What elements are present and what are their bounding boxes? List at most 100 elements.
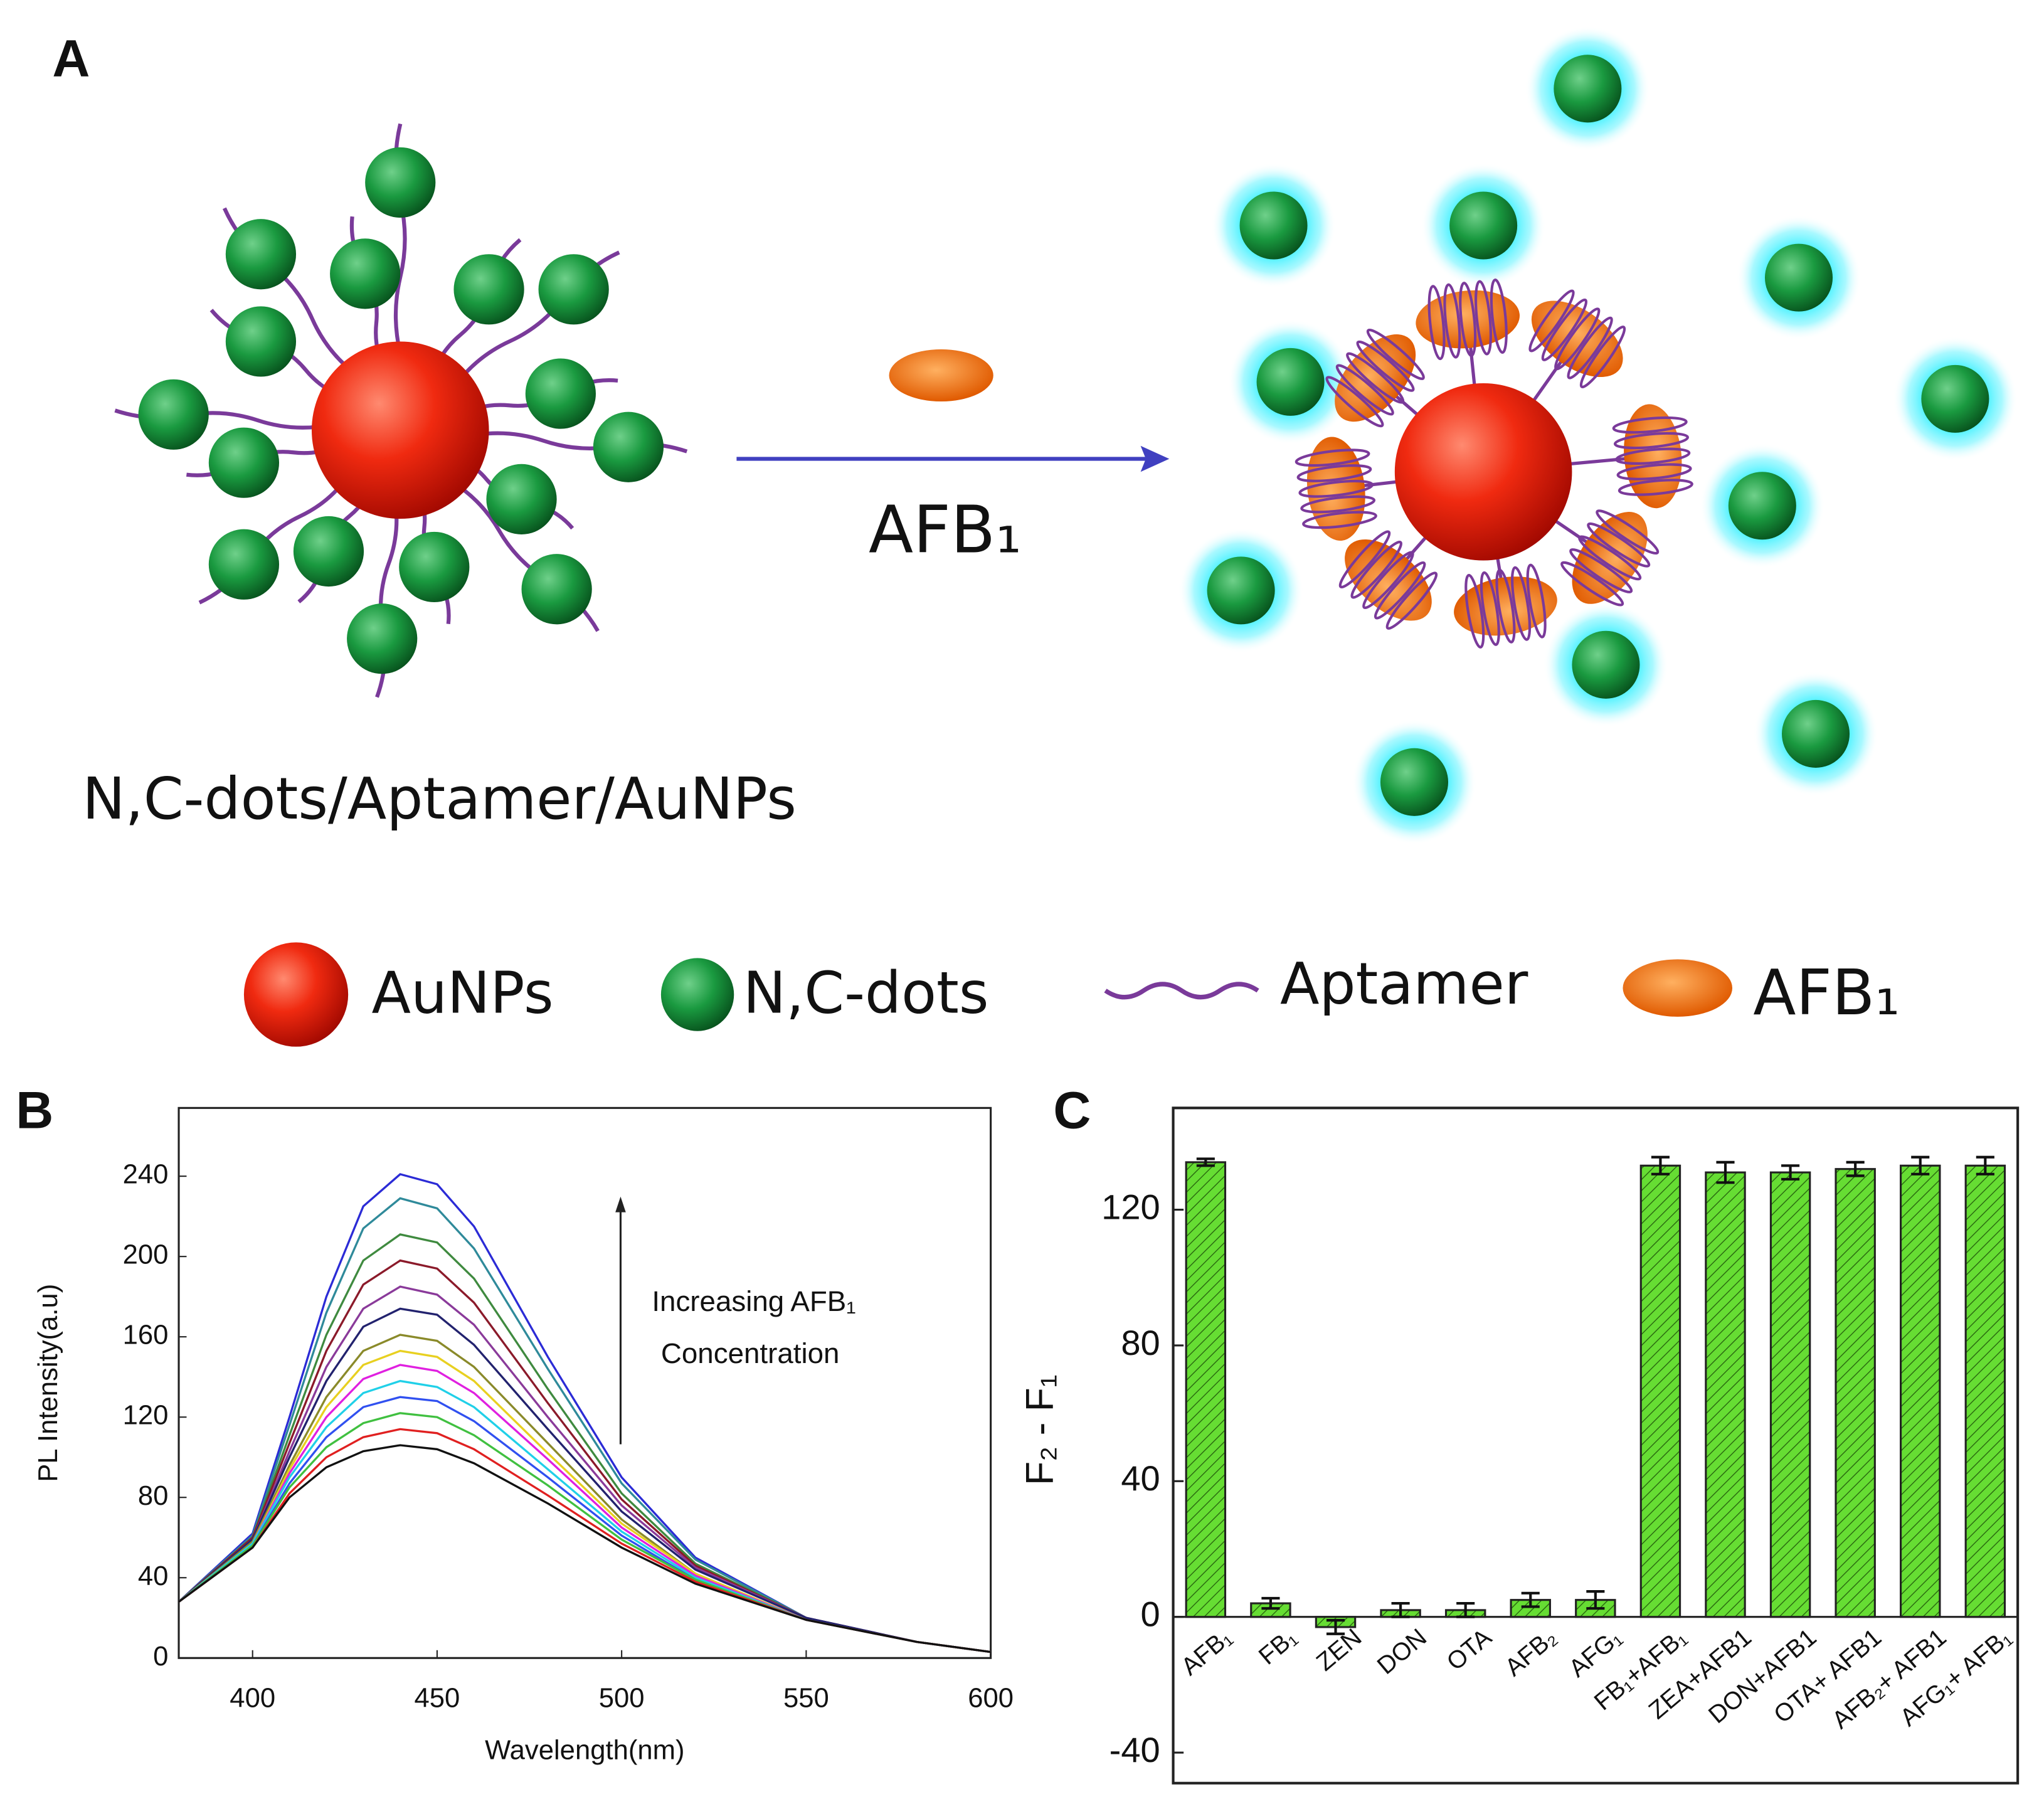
error-bar xyxy=(1586,1590,1605,1610)
x-tick-label: 500 xyxy=(599,1683,645,1713)
aptamer-loop xyxy=(1615,447,1691,465)
aptamer-loop xyxy=(1495,568,1516,644)
aptamer-loop xyxy=(1338,530,1391,589)
aptamer-loop xyxy=(1612,416,1688,434)
bar xyxy=(1639,1164,1681,1618)
aptamer-loop xyxy=(1490,279,1508,354)
carbon-dot xyxy=(1256,348,1325,416)
carbon-dot xyxy=(1921,364,1989,433)
x-tick-label: 450 xyxy=(415,1683,460,1713)
aptamer-loop xyxy=(1567,316,1613,379)
x-tick-label: 600 xyxy=(968,1683,1014,1713)
x-tick-label: AFB₂ xyxy=(1500,1623,1562,1682)
aptamer-loop xyxy=(1560,561,1624,607)
carbon-dot xyxy=(293,516,364,587)
bar xyxy=(1964,1164,2006,1618)
aptamer-loop xyxy=(1295,448,1370,467)
carbon-dot xyxy=(208,427,280,498)
bar xyxy=(1835,1168,1876,1618)
toxin xyxy=(1531,300,1623,378)
y-tick-label: 160 xyxy=(123,1320,169,1350)
y-tick-label: 80 xyxy=(138,1481,169,1511)
y-tick-label: 80 xyxy=(1121,1323,1160,1362)
complex-label: N,C-dots/Aptamer/AuNPs xyxy=(82,765,797,832)
y-axis-label: F₂ - F₁ xyxy=(1019,1374,1062,1485)
x-tick-label: FB₁ xyxy=(1254,1623,1302,1670)
carbon-dot xyxy=(1572,630,1640,699)
aptamer-loop xyxy=(1587,522,1651,568)
aptamer-loop xyxy=(1528,289,1575,353)
aptamer-loop xyxy=(1374,561,1426,620)
carbon-dot xyxy=(1554,55,1622,123)
x-tick-label: 400 xyxy=(230,1683,275,1713)
aptamer-loop xyxy=(1474,280,1492,356)
toxin-complex xyxy=(1295,437,1377,541)
toxin-complex xyxy=(1560,509,1660,607)
carbon-dot xyxy=(593,411,664,482)
carbon-dot xyxy=(1449,191,1518,260)
toxin-complex xyxy=(1416,279,1520,361)
annotation: Increasing AFB₁ xyxy=(652,1285,855,1317)
error-bar xyxy=(1911,1155,1930,1175)
annotation: Concentration xyxy=(661,1337,840,1369)
aptamer-loop xyxy=(1366,328,1425,380)
toxin-complex xyxy=(1325,328,1425,428)
x-tick-label: 550 xyxy=(783,1683,829,1713)
carbon-dot xyxy=(1781,699,1850,768)
bar xyxy=(1185,1161,1227,1618)
toxin xyxy=(1572,512,1648,604)
carbon-dot xyxy=(365,147,436,218)
carbon-dot xyxy=(1207,556,1275,625)
y-tick-label: 0 xyxy=(1141,1594,1160,1634)
toxin xyxy=(1335,334,1416,422)
aptamer-loop xyxy=(1443,283,1461,359)
error-bar xyxy=(1521,1591,1540,1608)
error-bar xyxy=(1456,1601,1475,1618)
carbon-dot xyxy=(538,254,609,325)
toxin-complex xyxy=(1338,530,1438,630)
spectrum-line xyxy=(179,1379,991,1653)
aptamer-loop xyxy=(1618,479,1693,496)
aptamer-loop xyxy=(1302,511,1377,529)
error-bar xyxy=(1261,1596,1280,1610)
error-bar xyxy=(1846,1160,1865,1177)
aptamer-loop xyxy=(1554,307,1601,371)
legend-toxin xyxy=(1623,959,1733,1017)
carbon-dot xyxy=(208,529,280,600)
gold-nanoparticle xyxy=(311,341,489,519)
panel-label: A xyxy=(52,29,90,88)
x-axis-label: Wavelength(nm) xyxy=(485,1735,684,1765)
error-bar xyxy=(1716,1160,1735,1184)
panel-label: B xyxy=(16,1081,53,1140)
legend-label: Aptamer xyxy=(1280,950,1528,1017)
aptamer-loop xyxy=(1459,282,1477,358)
y-tick-label: 240 xyxy=(123,1160,169,1190)
aptamer-loop xyxy=(1300,495,1376,514)
aptamer-loop xyxy=(1480,571,1500,646)
error-bar xyxy=(1391,1601,1410,1618)
y-tick-label: 120 xyxy=(1101,1187,1160,1226)
aptamer-loop xyxy=(1579,326,1626,389)
error-bar xyxy=(1651,1155,1670,1175)
y-tick-label: 200 xyxy=(123,1240,169,1270)
carbon-dot xyxy=(521,554,592,625)
aptamer-loop xyxy=(1296,464,1372,482)
carbon-dot xyxy=(486,464,557,534)
carbon-dot xyxy=(399,531,470,603)
y-tick-label: 120 xyxy=(123,1401,169,1431)
aptamer-loop xyxy=(1541,298,1588,361)
bar xyxy=(1900,1164,1941,1618)
x-tick-label: AFB₁ xyxy=(1176,1623,1237,1681)
toxin-complex xyxy=(1454,563,1557,649)
carbon-dot xyxy=(1764,243,1833,312)
y-tick-label: 40 xyxy=(138,1561,169,1591)
carbon-dot xyxy=(525,358,596,429)
diagram xyxy=(114,26,2018,1047)
aptamer-loop xyxy=(1526,563,1547,639)
carbon-dot xyxy=(1728,472,1796,540)
bar xyxy=(1769,1171,1811,1618)
x-tick-label: OTA xyxy=(1441,1623,1497,1676)
carbon-dot xyxy=(347,603,418,674)
